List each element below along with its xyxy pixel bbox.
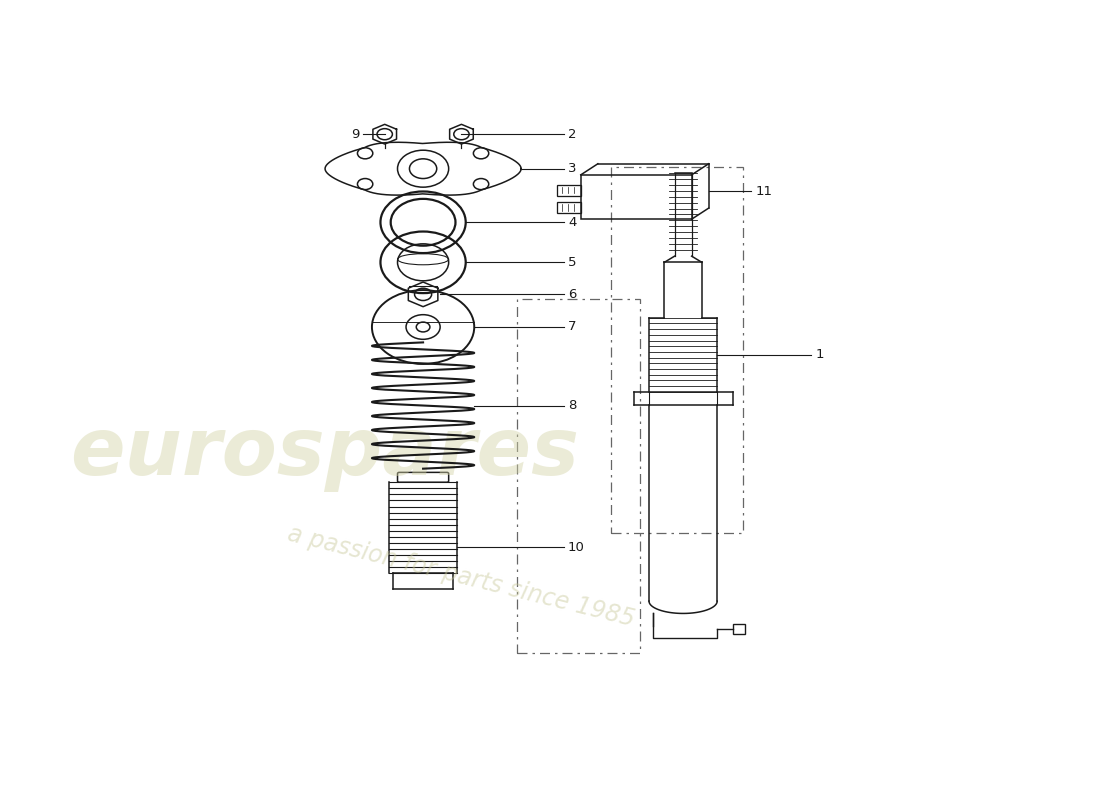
Bar	[610, 167, 742, 534]
Bar	[557, 185, 581, 196]
Text: 11: 11	[756, 185, 772, 198]
Text: 9: 9	[351, 128, 359, 141]
Text: 1: 1	[815, 348, 824, 362]
Text: 6: 6	[568, 288, 576, 301]
Bar	[557, 202, 581, 213]
Text: 8: 8	[568, 399, 576, 412]
Bar	[517, 299, 640, 654]
Text: eurospares: eurospares	[70, 414, 580, 492]
Bar	[581, 175, 692, 219]
Text: 2: 2	[568, 128, 576, 141]
Text: 7: 7	[568, 321, 576, 334]
Text: 10: 10	[568, 541, 585, 554]
Text: 4: 4	[568, 216, 576, 229]
Bar	[733, 624, 746, 634]
Text: 5: 5	[568, 256, 576, 269]
Text: a passion for parts since 1985: a passion for parts since 1985	[285, 522, 638, 631]
Text: 3: 3	[568, 162, 576, 175]
